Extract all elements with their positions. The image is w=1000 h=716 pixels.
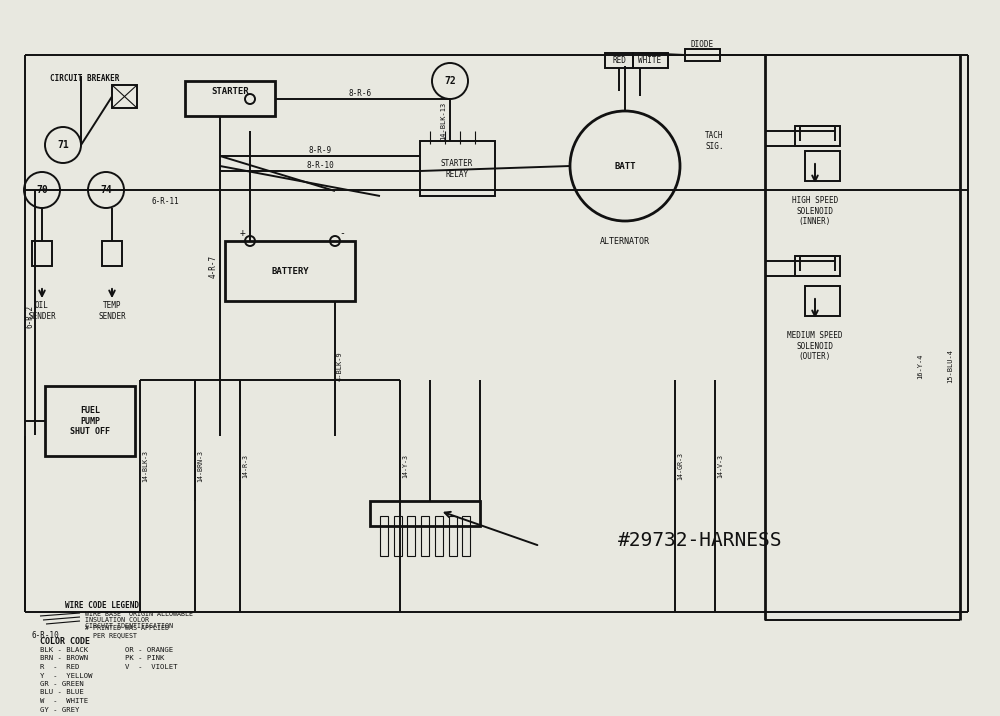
Text: 14-Y-3: 14-Y-3 <box>402 454 408 478</box>
Text: 15-BLU-4: 15-BLU-4 <box>947 349 953 383</box>
Text: COLOR CODE: COLOR CODE <box>40 637 90 646</box>
Text: WHITE: WHITE <box>638 56 662 65</box>
Text: 6-R-10: 6-R-10 <box>31 632 59 641</box>
Bar <box>795 256 840 276</box>
Text: GR - GREEN: GR - GREEN <box>40 681 84 687</box>
Text: 4-BLK-9: 4-BLK-9 <box>337 351 343 381</box>
Bar <box>633 53 668 68</box>
Text: 14-BLK-3: 14-BLK-3 <box>142 450 148 482</box>
Text: W  -  WHITE: W - WHITE <box>40 698 88 704</box>
Text: MEDIUM SPEED
SOLENOID
(OUTER): MEDIUM SPEED SOLENOID (OUTER) <box>787 331 843 361</box>
Text: INSULATION COLOR: INSULATION COLOR <box>85 617 149 623</box>
Bar <box>32 241 52 266</box>
Text: +: + <box>240 228 246 238</box>
Bar <box>462 516 470 556</box>
Bar <box>102 241 122 266</box>
Text: STARTER: STARTER <box>211 87 249 95</box>
Text: FUEL
PUMP
SHUT OFF: FUEL PUMP SHUT OFF <box>70 406 110 436</box>
Text: -: - <box>339 228 345 238</box>
Bar <box>45 386 135 456</box>
Text: 70: 70 <box>36 185 48 195</box>
Text: 74: 74 <box>100 185 112 195</box>
Text: DIODE: DIODE <box>690 39 714 49</box>
Text: 72: 72 <box>444 76 456 86</box>
Text: Y  -  YELLOW: Y - YELLOW <box>40 672 93 679</box>
Bar <box>225 241 355 301</box>
Text: BRN - BROWN: BRN - BROWN <box>40 656 88 662</box>
Bar <box>449 516 456 556</box>
Bar <box>185 81 275 116</box>
Bar <box>685 49 720 61</box>
Bar <box>420 141 495 196</box>
Bar <box>380 516 388 556</box>
Text: CIRCUIT IDENTIFICATION: CIRCUIT IDENTIFICATION <box>85 623 173 629</box>
Text: BATT: BATT <box>614 162 636 170</box>
Bar <box>805 286 840 316</box>
Text: 14-BRN-3: 14-BRN-3 <box>197 450 203 482</box>
Text: CIRCUIT BREAKER: CIRCUIT BREAKER <box>50 74 120 82</box>
Text: 16-Y-4: 16-Y-4 <box>917 353 923 379</box>
Text: # PRINTED WAS APPLIED
  PER REQUEST: # PRINTED WAS APPLIED PER REQUEST <box>85 626 169 639</box>
Bar <box>370 501 480 526</box>
Text: WIRE BASE  ORIGIN ALLOWABLE: WIRE BASE ORIGIN ALLOWABLE <box>85 611 193 617</box>
Bar <box>435 516 443 556</box>
Bar <box>394 516 402 556</box>
Text: 14-R-3: 14-R-3 <box>242 454 248 478</box>
Bar <box>795 126 840 146</box>
Bar <box>407 516 415 556</box>
Text: WIRE CODE LEGEND: WIRE CODE LEGEND <box>65 601 139 611</box>
Text: RED: RED <box>612 56 626 65</box>
Text: 14-BLK-13: 14-BLK-13 <box>440 102 446 140</box>
Text: BLU - BLUE: BLU - BLUE <box>40 690 84 695</box>
Text: 4-R-7: 4-R-7 <box>209 254 218 278</box>
Text: BATTERY: BATTERY <box>271 266 309 276</box>
Text: OIL
SENDER: OIL SENDER <box>28 301 56 321</box>
Text: ALTERNATOR: ALTERNATOR <box>600 236 650 246</box>
Text: PK - PINK: PK - PINK <box>125 656 164 662</box>
Bar <box>112 85 137 108</box>
Text: BLK - BLACK: BLK - BLACK <box>40 647 88 653</box>
Text: 8-R-9: 8-R-9 <box>308 145 332 155</box>
Bar <box>421 516 429 556</box>
Text: R  -  RED: R - RED <box>40 664 79 670</box>
Text: 6-R-2: 6-R-2 <box>26 304 35 327</box>
Text: 8-R-6: 8-R-6 <box>348 89 372 97</box>
Text: 71: 71 <box>57 140 69 150</box>
Text: 8-R-10: 8-R-10 <box>306 160 334 170</box>
Text: STARTER
RELAY: STARTER RELAY <box>441 159 473 179</box>
Text: 6-R-11: 6-R-11 <box>151 196 179 205</box>
Text: HIGH SPEED
SOLENOID
(INNER): HIGH SPEED SOLENOID (INNER) <box>792 196 838 226</box>
Text: 14-GR-3: 14-GR-3 <box>677 452 683 480</box>
Text: TEMP
SENDER: TEMP SENDER <box>98 301 126 321</box>
Text: OR - ORANGE: OR - ORANGE <box>125 647 173 653</box>
Bar <box>605 53 633 68</box>
Bar <box>805 151 840 181</box>
Text: V  -  VIOLET: V - VIOLET <box>125 664 178 670</box>
Text: #29732-HARNESS: #29732-HARNESS <box>618 531 782 551</box>
Text: TACH
SIG.: TACH SIG. <box>705 131 724 150</box>
Text: GY - GREY: GY - GREY <box>40 707 79 712</box>
Text: 14-V-3: 14-V-3 <box>717 454 723 478</box>
